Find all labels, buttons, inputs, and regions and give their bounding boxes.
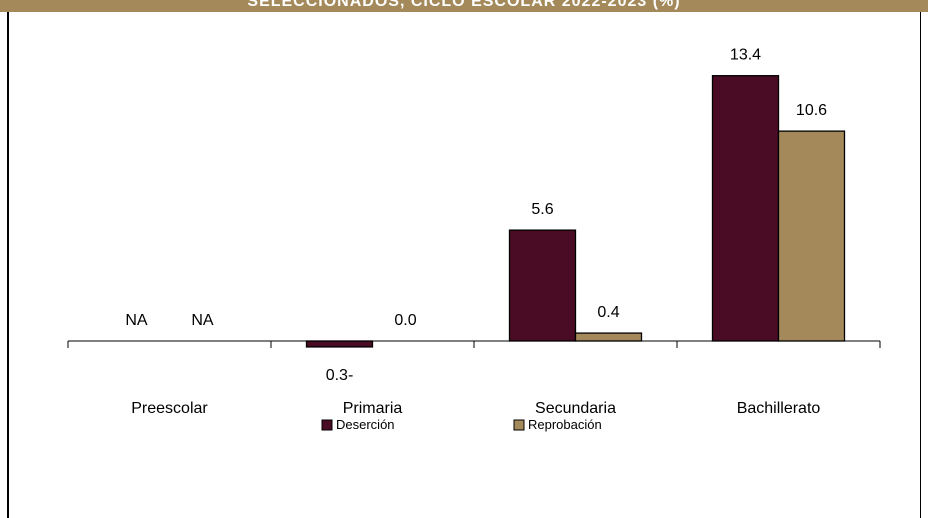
legend-swatch [321, 419, 333, 431]
x-tick-label: Secundaria [535, 400, 616, 417]
data-label: 0.4 [597, 304, 619, 321]
bar-reprobacion [777, 130, 846, 342]
x-tick-label: Bachillerato [737, 400, 821, 417]
data-label: 0.3- [326, 367, 354, 384]
data-label: NA [191, 312, 214, 329]
legend-label: Reprobación [528, 417, 602, 432]
chart-title: SELECCIONADOS, CICLO ESCOLAR 2022-2023 (… [247, 0, 681, 10]
bar-desercion [508, 229, 577, 342]
data-label: 13.4 [730, 47, 761, 64]
data-label: 10.6 [796, 102, 827, 119]
x-tick-label: Preescolar [131, 400, 208, 417]
data-label: NA [125, 312, 148, 329]
chart-title-bar: SELECCIONADOS, CICLO ESCOLAR 2022-2023 (… [0, 0, 928, 12]
frame-left-border [7, 12, 9, 518]
data-label: 0.0 [394, 312, 416, 329]
data-label: 5.6 [531, 201, 553, 218]
legend-swatch [513, 419, 525, 431]
legend-label: Deserción [336, 417, 395, 432]
x-tick-label: Primaria [343, 400, 403, 417]
bar-desercion [305, 340, 374, 348]
frame-right-border [920, 12, 921, 518]
bar-reprobacion [574, 332, 643, 342]
bar-desercion [711, 75, 780, 342]
